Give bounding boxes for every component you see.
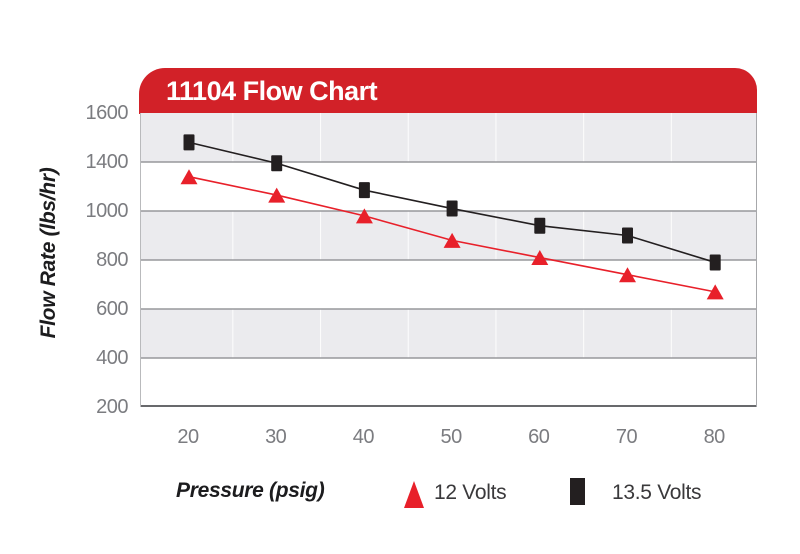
x-tick-label: 50 [440,426,462,448]
square-marker-icon [534,217,546,234]
x-axis-line [141,405,756,407]
plot-band [141,358,756,407]
x-tick-label: 60 [528,426,550,448]
plot-band [141,260,756,309]
square-marker-icon [446,200,458,217]
triangle-marker-icon [619,267,636,283]
y-tick-label: 200 [96,396,128,418]
y-tick-label: 1000 [85,200,129,222]
plot-canvas [141,113,756,407]
x-tick-label: 30 [265,426,287,448]
legend-triangle-marker-icon [404,481,424,508]
plot-area [140,113,757,407]
chart-title: 11104 Flow Chart [166,75,378,106]
square-marker-icon [622,227,633,244]
x-axis-title: Pressure (psig) [176,479,325,502]
x-tick-label: 70 [615,426,638,448]
plot-band [141,113,756,162]
chart-title-banner: 11104 Flow Chart [139,68,757,114]
series-12-volts [180,169,724,300]
triangle-marker-icon [531,250,549,266]
triangle-marker-icon [706,284,724,300]
plot-band [141,211,756,260]
triangle-marker-icon [180,169,198,185]
y-tick-label: 1400 [85,151,129,173]
square-marker-icon [358,182,370,199]
x-tick-label: 80 [703,426,726,448]
legend-square-marker-icon [570,478,585,505]
plot-band [141,309,756,358]
legend-label-13-5-volts: 13.5 Volts [612,481,702,504]
y-tick-label: 400 [96,347,128,369]
legend-label-12-volts: 12 Volts [434,481,507,504]
y-tick-label: 1600 [85,102,129,124]
square-marker-icon [183,134,195,151]
square-marker-icon [709,254,721,271]
x-tick-label: 20 [177,426,199,448]
triangle-marker-icon [443,232,461,248]
triangle-marker-icon [355,208,373,224]
triangle-marker-icon [268,187,286,203]
y-tick-label: 600 [96,298,128,320]
y-tick-label: 800 [96,249,128,271]
series-13-5-volts [183,134,721,271]
square-marker-icon [271,155,283,172]
x-tick-label: 40 [352,426,375,448]
